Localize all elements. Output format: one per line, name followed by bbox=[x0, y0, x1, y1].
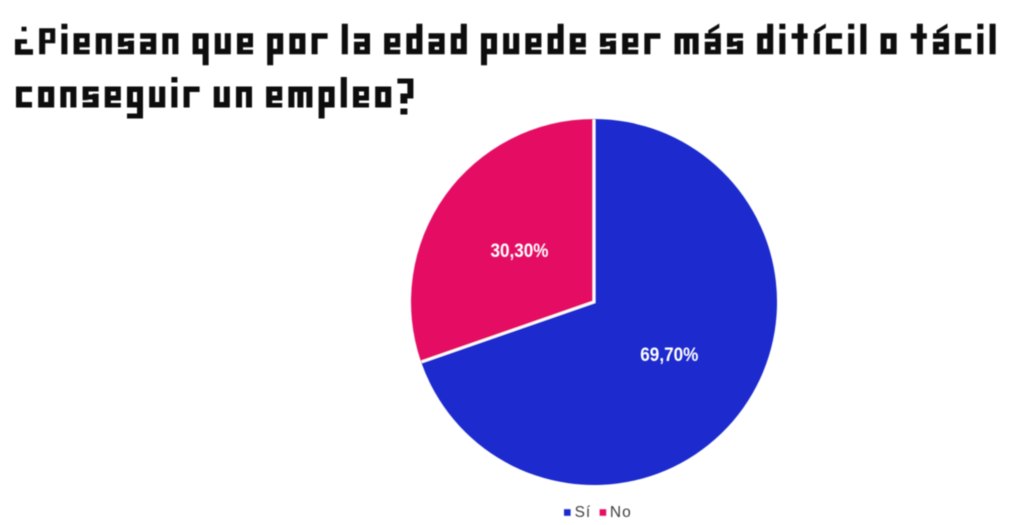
svg-text:30,30%: 30,30% bbox=[491, 241, 549, 262]
svg-text:No: No bbox=[610, 504, 632, 521]
svg-text:69,70%: 69,70% bbox=[640, 345, 698, 366]
svg-text:Sí: Sí bbox=[575, 504, 592, 521]
